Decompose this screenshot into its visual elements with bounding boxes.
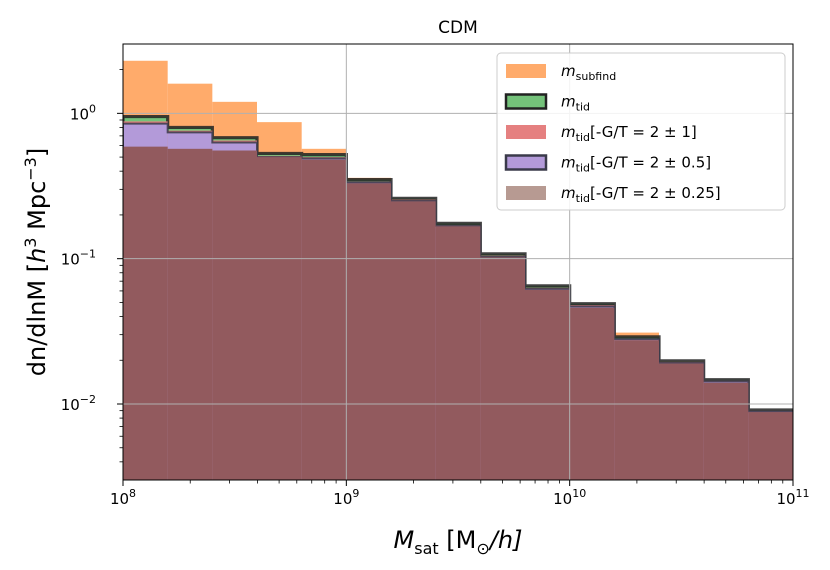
- legend-sub: tid: [576, 162, 590, 175]
- y-tick-base: 10: [61, 251, 80, 269]
- x-tick-exp: 8: [129, 487, 136, 500]
- legend-sub: tid: [576, 192, 590, 205]
- legend-sub: subfind: [576, 70, 617, 83]
- legend-swatch-4: [506, 186, 546, 200]
- legend-swatch-1: [504, 93, 548, 110]
- bar-s4-bin8: [480, 257, 526, 480]
- bar-s4-bin11: [614, 340, 660, 480]
- x-tick-exp: 9: [352, 487, 359, 500]
- x-label-sub2: ⊙: [476, 539, 489, 558]
- legend-swatch-0: [506, 64, 546, 78]
- bar-s4-bin10: [569, 307, 615, 480]
- bars-layer: [123, 60, 793, 480]
- y-label-post: ]: [23, 148, 51, 157]
- legend-name: m: [561, 154, 576, 172]
- x-tick-label-1: 109: [333, 487, 359, 508]
- legend-suffix: [-G/T = 2 ± 1]: [590, 123, 697, 141]
- x-label-rest2: /h]: [488, 526, 523, 554]
- bar-s4-bin6: [391, 201, 436, 480]
- y-label-sup: 3: [21, 237, 40, 247]
- x-label-rest: [M: [439, 526, 477, 554]
- x-tick-base: 10: [553, 490, 572, 508]
- legend-sub: tid: [576, 101, 590, 114]
- y-tick-label-2: 100: [70, 102, 96, 123]
- outline-s3: [123, 122, 793, 480]
- bar-s4-bin0: [123, 146, 168, 480]
- bar-s4-bin2: [212, 150, 257, 480]
- y-tick-label-0: 10−2: [61, 393, 96, 414]
- legend-suffix: [-G/T = 2 ± 0.25]: [590, 184, 721, 202]
- y-tick-exp: −2: [80, 393, 96, 406]
- bar-s4-bin12: [659, 363, 704, 480]
- legend-sub: tid: [576, 131, 590, 144]
- y-tick-exp: −1: [80, 248, 96, 261]
- legend-name: m: [561, 184, 576, 202]
- x-axis-label: Msat [M⊙/h]: [394, 526, 523, 558]
- legend-entry-1: mtid: [561, 93, 590, 114]
- bar-s4-bin4: [301, 159, 347, 480]
- chart-title: CDM: [438, 18, 478, 38]
- legend-name: m: [561, 123, 576, 141]
- y-label-h: h: [23, 248, 51, 263]
- x-tick-label-0: 108: [110, 487, 136, 508]
- x-tick-base: 10: [110, 490, 129, 508]
- x-label-main: M: [394, 526, 415, 554]
- bar-s4-bin1: [167, 148, 213, 480]
- x-tick-exp: 10: [572, 487, 586, 500]
- x-tick-label-2: 1010: [553, 487, 586, 508]
- y-tick-label-1: 10−1: [61, 248, 96, 269]
- y-tick-base: 10: [61, 396, 80, 414]
- x-tick-base: 10: [776, 490, 795, 508]
- legend-entry-3: mtid[-G/T = 2 ± 0.5]: [561, 154, 711, 175]
- y-label-mid: Mpc: [23, 181, 51, 238]
- y-tick-exp: 0: [89, 102, 96, 115]
- outline-s1: [123, 114, 793, 480]
- legend-name: m: [561, 93, 576, 111]
- x-label-sub: sat: [414, 539, 438, 558]
- bar-s4-bin13: [703, 382, 749, 480]
- legend-suffix: [-G/T = 2 ± 0.5]: [590, 154, 711, 172]
- y-label-pre: dn/dlnM [: [23, 263, 51, 376]
- legend-entry-2: mtid[-G/T = 2 ± 1]: [561, 123, 697, 144]
- bar-s4-bin3: [256, 157, 302, 480]
- legend-name: m: [561, 62, 576, 80]
- x-tick-label-3: 1011: [776, 487, 809, 508]
- bar-s4-bin5: [346, 183, 392, 480]
- series-4: [123, 146, 793, 480]
- legend-swatch-3: [504, 154, 548, 171]
- y-axis-label: dn/dlnM [h3 Mpc−3]: [21, 148, 51, 376]
- x-tick-exp: 11: [796, 487, 810, 500]
- legend-box: [496, 52, 786, 211]
- bar-s4-bin7: [435, 226, 481, 480]
- legend-swatch-2: [506, 125, 546, 139]
- y-label-sup2: −3: [21, 157, 40, 181]
- legend-entry-0: msubfind: [561, 62, 616, 83]
- x-tick-base: 10: [333, 490, 352, 508]
- bar-s4-bin9: [525, 289, 570, 480]
- bar-s4-bin14: [748, 412, 793, 480]
- y-tick-base: 10: [70, 105, 89, 123]
- plot-frame: [122, 43, 794, 481]
- legend-entry-4: mtid[-G/T = 2 ± 0.25]: [561, 184, 721, 205]
